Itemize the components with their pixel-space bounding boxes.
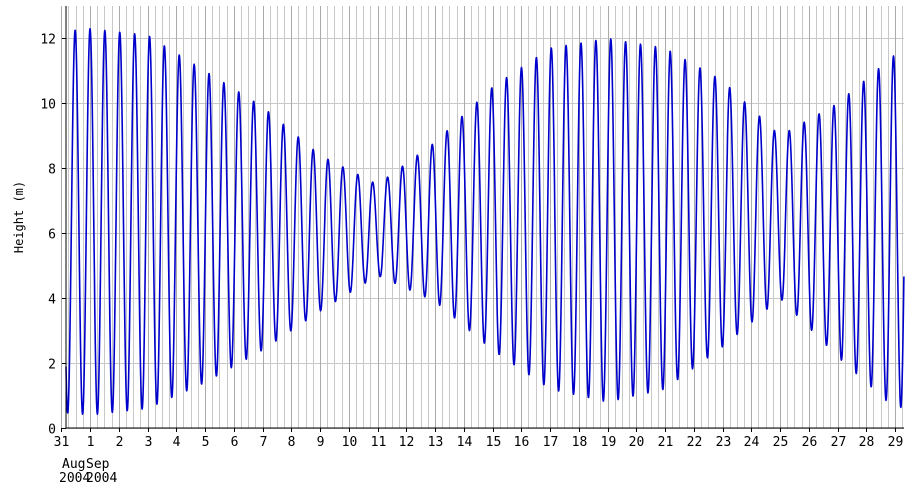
x-tick-label: 27 bbox=[831, 435, 847, 450]
x-tick-label: 31 bbox=[54, 435, 70, 450]
x-tick-label: 17 bbox=[543, 435, 559, 450]
y-tick-label: 6 bbox=[48, 228, 56, 243]
x-tick-label: 29 bbox=[888, 435, 904, 450]
x-tick-label: 28 bbox=[859, 435, 875, 450]
month-label-aug: Aug bbox=[62, 457, 85, 472]
x-tick-label: 19 bbox=[601, 435, 617, 450]
x-tick-label: 21 bbox=[658, 435, 674, 450]
x-tick-label: 16 bbox=[514, 435, 530, 450]
month-label-sep: Sep bbox=[86, 457, 110, 472]
x-tick-label: 7 bbox=[260, 435, 268, 450]
y-tick-label: 4 bbox=[48, 293, 56, 308]
x-tick-label: 20 bbox=[629, 435, 645, 450]
year-label-aug: 2004 bbox=[59, 471, 90, 486]
x-tick-label: 24 bbox=[744, 435, 760, 450]
x-tick-label: 9 bbox=[317, 435, 325, 450]
x-tick-label: 12 bbox=[399, 435, 415, 450]
y-tick-label: 10 bbox=[40, 98, 56, 113]
y-tick-label: 2 bbox=[48, 358, 56, 373]
y-tick-label: 8 bbox=[48, 163, 56, 178]
x-tick-label: 18 bbox=[572, 435, 588, 450]
x-axis-ticks: 31 1 2 3 4 5 6 7 8 9 10 11 12 13 14 15 16 17 18 19 20 21 22 23 2… bbox=[54, 428, 904, 450]
x-tick-label: 13 bbox=[428, 435, 444, 450]
tide-height-line bbox=[65, 27, 905, 416]
x-tick-label: 3 bbox=[145, 435, 153, 450]
x-tick-label: 22 bbox=[687, 435, 703, 450]
x-tick-label: 2 bbox=[116, 435, 124, 450]
y-axis-label: Height (m) bbox=[12, 181, 26, 253]
x-tick-label: 10 bbox=[342, 435, 358, 450]
x-tick-label: 25 bbox=[773, 435, 789, 450]
y-axis-ticks: 0 2 4 6 8 10 12 bbox=[40, 33, 66, 438]
x-tick-label: 14 bbox=[457, 435, 473, 450]
x-tick-label: 8 bbox=[288, 435, 296, 450]
x-tick-label: 5 bbox=[202, 435, 210, 450]
tide-series bbox=[65, 27, 905, 416]
y-tick-label: 12 bbox=[40, 33, 56, 48]
x-tick-label: 26 bbox=[802, 435, 818, 450]
x-tick-label: 4 bbox=[173, 435, 181, 450]
x-tick-label: 23 bbox=[716, 435, 732, 450]
x-tick-label: 1 bbox=[87, 435, 95, 450]
x-tick-label: 6 bbox=[231, 435, 239, 450]
y-tick-label: 0 bbox=[48, 423, 56, 438]
x-tick-label: 11 bbox=[371, 435, 387, 450]
year-label-sep: 2004 bbox=[86, 471, 117, 486]
x-tick-label: 15 bbox=[486, 435, 502, 450]
